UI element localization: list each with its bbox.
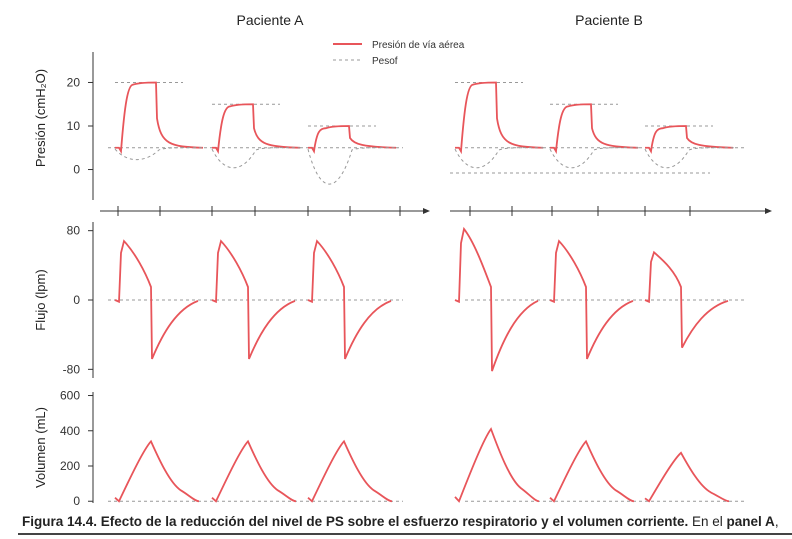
caption-tail-prefix: En el xyxy=(692,514,723,529)
volume-curve-volume-a-3 xyxy=(307,439,393,503)
panel-title-b: Paciente B xyxy=(575,12,643,28)
legend-label-paw: Presión de vía aérea xyxy=(372,40,465,51)
y-tick-label-volume-0: 0 xyxy=(73,494,80,508)
caption-label: Figura 14.4. xyxy=(22,514,98,529)
paw-curve-pressure-a-1 xyxy=(115,81,204,155)
pes-curve-pressure-b-1 xyxy=(454,147,546,169)
time-axis-arrow-b xyxy=(765,208,772,214)
y-tick-label-volume-1: 200 xyxy=(60,459,80,473)
pes-curve-pressure-a-2 xyxy=(211,147,303,169)
flow-curve-flow-a-1 xyxy=(114,239,199,360)
y-tick-label-pressure-1: 10 xyxy=(67,119,81,133)
pes-curve-pressure-a-1 xyxy=(114,147,206,161)
flow-curve-flow-b-3 xyxy=(644,250,729,349)
y-axis-label-volume: Volumen (mL) xyxy=(33,407,48,488)
volume-curve-volume-b-1 xyxy=(454,427,540,503)
paw-curve-pressure-a-3 xyxy=(308,125,397,154)
paw-curve-pressure-b-1 xyxy=(455,81,544,155)
volume-curve-volume-b-2 xyxy=(549,439,635,503)
flow-curve-flow-b-1 xyxy=(454,226,539,372)
y-tick-label-flow-0: -80 xyxy=(63,362,81,376)
pes-curve-pressure-b-3 xyxy=(644,147,736,169)
volume-curve-volume-a-2 xyxy=(211,439,297,503)
paw-curve-pressure-b-2 xyxy=(550,103,639,155)
y-tick-label-volume-3: 600 xyxy=(60,389,80,403)
y-axis-label-flow: Flujo (lpm) xyxy=(33,269,48,330)
figure-caption: Figura 14.4. Efecto de la reducción del … xyxy=(22,514,792,529)
y-tick-label-volume-2: 400 xyxy=(60,424,80,438)
y-tick-label-pressure-0: 0 xyxy=(73,163,80,177)
y-tick-label-flow-2: 80 xyxy=(67,224,81,238)
paw-curve-pressure-a-2 xyxy=(212,103,301,155)
flow-curve-flow-a-2 xyxy=(211,239,296,360)
caption-text: Efecto de la reducción del nivel de PS s… xyxy=(100,514,689,529)
panel-title-a: Paciente A xyxy=(237,12,305,28)
legend-label-pes: Pesof xyxy=(372,56,398,67)
y-axis-label-pressure: Presión (cmH₂O) xyxy=(33,69,48,167)
flow-curve-flow-b-2 xyxy=(549,239,634,360)
caption-tail-suffix: , xyxy=(774,514,779,529)
pes-curve-pressure-a-3 xyxy=(307,147,399,185)
pes-curve-pressure-b-2 xyxy=(549,147,641,169)
caption-rule xyxy=(18,533,792,535)
time-axis-arrow-a xyxy=(423,208,430,214)
flow-curve-flow-a-3 xyxy=(307,239,392,360)
y-tick-label-pressure-2: 20 xyxy=(67,75,81,89)
volume-curve-volume-b-3 xyxy=(644,451,730,503)
volume-curve-volume-a-1 xyxy=(114,439,200,503)
paw-curve-pressure-b-3 xyxy=(645,125,734,154)
y-tick-label-flow-1: 0 xyxy=(73,293,80,307)
caption-tail-bold: panel A xyxy=(726,514,775,529)
